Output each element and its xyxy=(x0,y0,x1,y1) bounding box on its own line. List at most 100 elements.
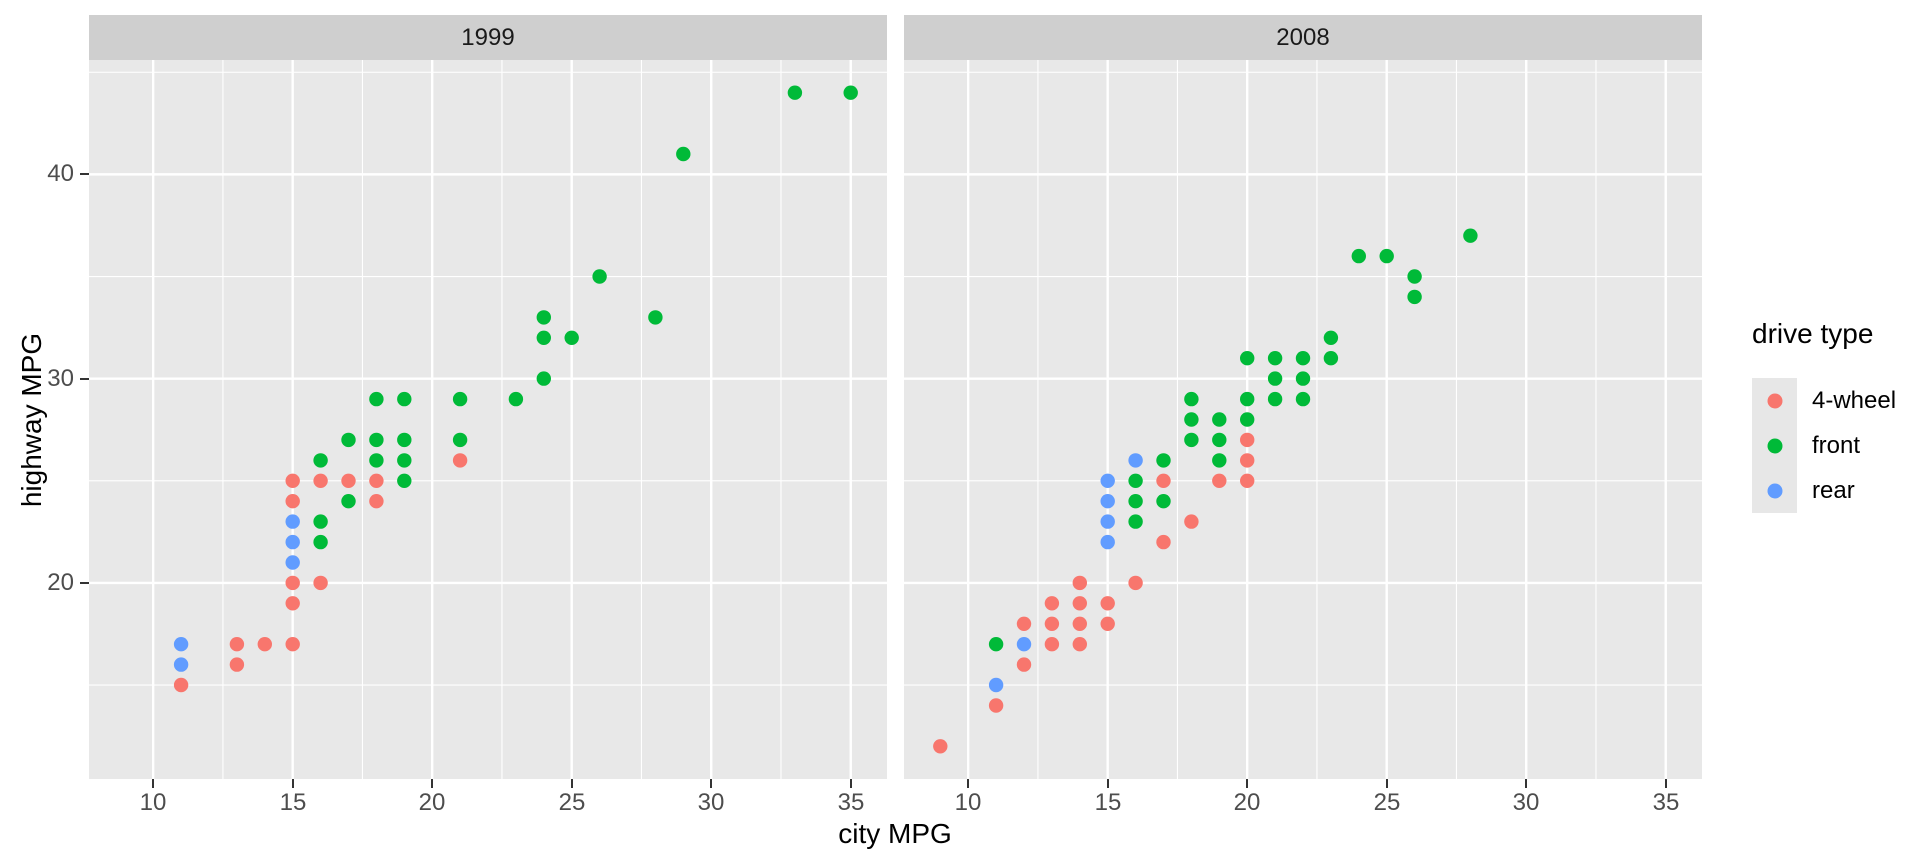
data-point-rear xyxy=(285,514,300,529)
data-point-front xyxy=(1407,269,1422,284)
data-point-front xyxy=(1156,494,1171,509)
data-point-rear xyxy=(1100,514,1115,529)
data-point-4-wheel xyxy=(933,739,948,754)
data-point-4-wheel xyxy=(1184,514,1199,529)
data-point-4-wheel xyxy=(341,473,356,488)
data-point-4-wheel xyxy=(1240,432,1255,448)
data-point-4-wheel xyxy=(369,494,384,509)
x-tick-mark xyxy=(967,779,969,788)
data-point-4-wheel xyxy=(1044,596,1060,611)
data-point-front xyxy=(536,371,551,386)
data-point-4-wheel xyxy=(285,575,300,591)
data-point-front xyxy=(369,391,384,407)
x-tick-label: 35 xyxy=(837,789,865,816)
data-point-4-wheel xyxy=(285,494,300,509)
data-point-4-wheel xyxy=(173,677,189,693)
data-point-4-wheel xyxy=(1016,657,1032,672)
data-point-front xyxy=(648,310,663,325)
y-tick-mark xyxy=(80,582,89,584)
data-point-front xyxy=(313,514,328,529)
data-point-4-wheel xyxy=(285,596,300,611)
data-point-front xyxy=(1128,514,1143,529)
data-point-4-wheel xyxy=(1156,534,1171,550)
legend-item-label: 4-wheel xyxy=(1812,386,1897,414)
legend-item-label: rear xyxy=(1812,476,1855,504)
data-point-front xyxy=(1212,453,1227,468)
data-point-front xyxy=(1240,351,1255,366)
x-tick-mark xyxy=(431,779,433,788)
x-tick-label: 10 xyxy=(954,789,982,816)
x-tick-label: 15 xyxy=(279,789,307,816)
data-point-front xyxy=(1323,330,1339,345)
x-tick-label: 20 xyxy=(1233,789,1261,816)
legend: drive type 4-wheel front rear xyxy=(1752,318,1896,513)
data-point-front xyxy=(1267,371,1283,386)
data-point-front xyxy=(1351,248,1366,264)
data-point-front xyxy=(1323,351,1339,366)
data-point-4-wheel xyxy=(1100,596,1115,611)
data-point-rear xyxy=(173,637,189,652)
x-tick-mark xyxy=(152,779,154,788)
data-point-4-wheel xyxy=(1240,473,1255,488)
data-point-4-wheel xyxy=(1212,473,1227,488)
data-point-front xyxy=(1295,391,1311,407)
data-point-front xyxy=(1267,391,1283,407)
data-point-front xyxy=(1156,453,1171,468)
data-point-front xyxy=(787,85,803,100)
data-point-4-wheel xyxy=(1072,616,1087,631)
data-point-4-wheel xyxy=(1128,575,1143,591)
data-point-front xyxy=(988,637,1004,652)
data-point-front xyxy=(1295,371,1311,386)
data-point-front xyxy=(843,85,858,100)
data-point-4-wheel xyxy=(285,637,300,652)
data-point-rear xyxy=(285,555,300,570)
legend-item-label: front xyxy=(1812,431,1861,459)
panel-canvas-1999 xyxy=(89,60,887,779)
data-point-rear xyxy=(1100,534,1115,550)
data-point-front xyxy=(369,432,384,448)
data-point-front xyxy=(536,310,551,325)
data-point-front xyxy=(1184,412,1199,427)
x-tick-label: 25 xyxy=(558,789,586,816)
data-point-4-wheel xyxy=(313,575,328,591)
data-point-4-wheel xyxy=(1072,575,1087,591)
data-point-rear xyxy=(1128,453,1143,468)
x-tick-label: 15 xyxy=(1094,789,1122,816)
data-point-4-wheel xyxy=(1044,637,1060,652)
data-point-front xyxy=(592,269,607,284)
x-tick-label: 25 xyxy=(1373,789,1401,816)
facet-strip-2008: 2008 xyxy=(904,15,1702,60)
data-point-front xyxy=(1184,432,1199,448)
data-point-front xyxy=(341,432,356,448)
y-tick-mark xyxy=(80,173,89,175)
legend-item-front: front xyxy=(1752,423,1860,468)
x-tick-label: 30 xyxy=(1512,789,1540,816)
x-tick-label: 30 xyxy=(697,789,725,816)
data-point-front xyxy=(1240,391,1255,407)
x-tick-mark xyxy=(1246,779,1248,788)
data-point-front xyxy=(536,330,551,345)
x-tick-label: 20 xyxy=(418,789,446,816)
data-point-front xyxy=(397,473,412,488)
data-point-front xyxy=(1184,391,1199,407)
legend-item-rear: rear xyxy=(1752,468,1855,513)
data-point-4-wheel xyxy=(229,637,245,652)
data-point-front xyxy=(1379,248,1394,264)
plot-panel-2008 xyxy=(904,60,1702,779)
data-point-4-wheel xyxy=(1156,473,1171,488)
data-point-front xyxy=(508,391,524,407)
x-tick-mark xyxy=(571,779,573,788)
legend-item-4wheel: 4-wheel xyxy=(1752,378,1896,423)
data-point-front xyxy=(1267,351,1283,366)
data-point-rear xyxy=(285,534,300,550)
x-tick-mark xyxy=(710,779,712,788)
facet-strip-label: 2008 xyxy=(1276,23,1330,51)
legend-title: drive type xyxy=(1752,318,1874,349)
data-point-front xyxy=(1463,228,1478,243)
data-point-4-wheel xyxy=(1240,453,1255,468)
data-point-4-wheel xyxy=(1072,596,1087,611)
data-point-rear xyxy=(1100,494,1115,509)
data-point-front xyxy=(397,391,412,407)
data-point-4-wheel xyxy=(313,473,328,488)
